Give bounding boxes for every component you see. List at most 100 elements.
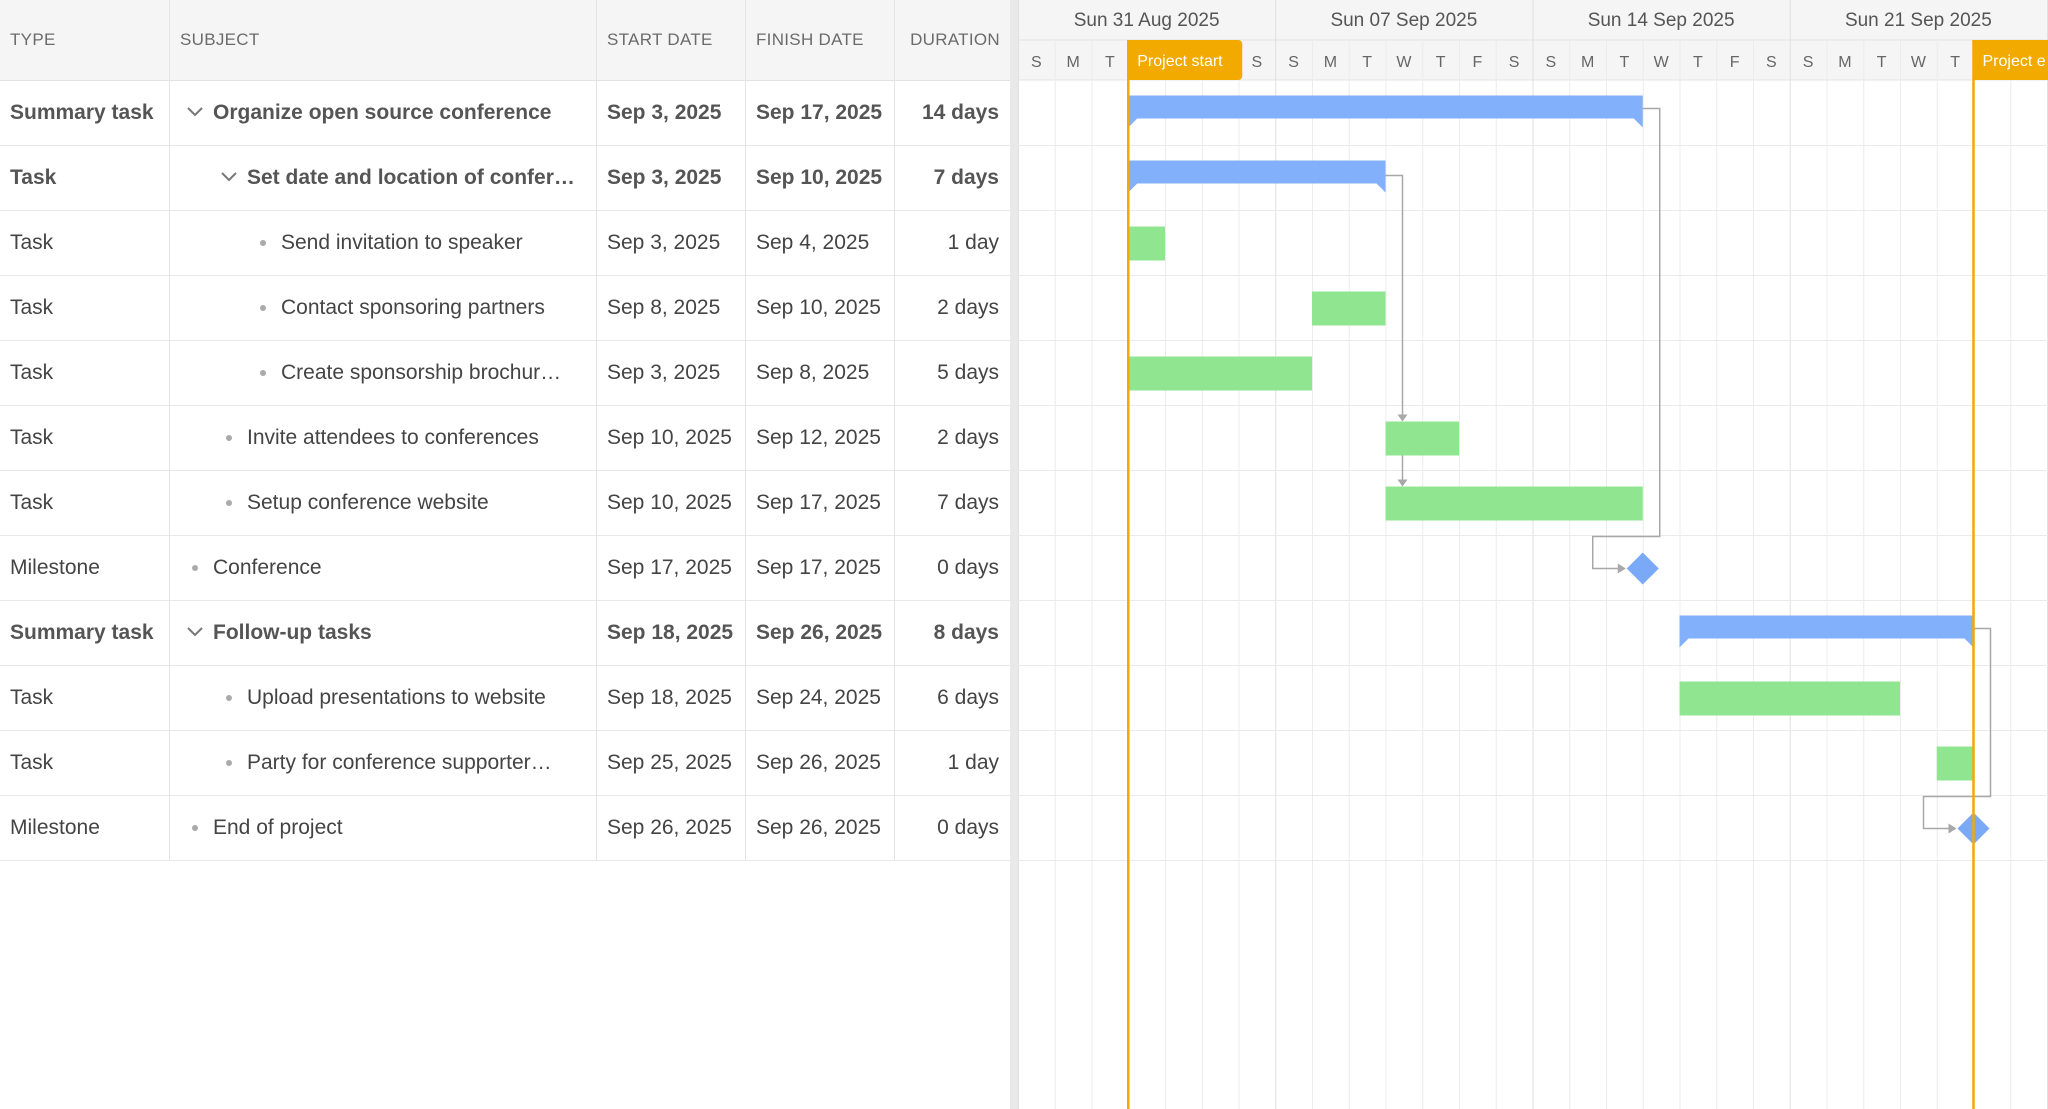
day-label: S	[1509, 54, 1520, 71]
duration-cell: 7 days	[933, 166, 999, 189]
table-row[interactable]: Task Create sponsorship brochur… Sep 3, 20…	[0, 341, 1010, 406]
project-end-flag[interactable]	[1973, 40, 2048, 80]
task-bar[interactable]	[1936, 746, 1974, 781]
day-label: W	[1911, 54, 1927, 71]
subject-label: Setup conference website	[247, 491, 489, 514]
type-cell: Milestone	[0, 536, 170, 601]
type-cell: Task	[0, 341, 170, 406]
start-cell: Sep 10, 2025	[597, 471, 746, 536]
type-cell: Task	[0, 666, 170, 731]
table-row[interactable]: Task Contact sponsoring partners Sep 8, 20…	[0, 276, 1010, 341]
project-start-flag[interactable]	[1128, 40, 1243, 80]
week-label: Sun 21 Sep 2025	[1845, 10, 1992, 31]
day-label: M	[1581, 54, 1594, 71]
subject-cell: Party for conference supporter…	[170, 731, 597, 796]
duration-cell: 0 days	[937, 816, 999, 839]
day-label: T	[1619, 54, 1629, 71]
task-bar[interactable]	[1128, 356, 1312, 391]
project-end-label: Project e	[1983, 53, 2046, 70]
dependency-arrowhead	[1617, 563, 1626, 574]
finish-cell: Sep 26, 2025	[746, 796, 895, 861]
table-row[interactable]: Task Upload presentations to website Sep 1…	[0, 666, 1010, 731]
summary-bar[interactable]	[1679, 615, 1974, 648]
task-bar[interactable]	[1385, 421, 1460, 456]
table-row[interactable]: Milestone Conference Sep 17, 2025 Sep 17, 2…	[0, 536, 1010, 601]
dependency-arrowhead	[1397, 414, 1408, 422]
week-label: Sun 14 Sep 2025	[1588, 10, 1735, 31]
subject-cell: Send invitation to speaker	[170, 211, 597, 276]
table-row[interactable]: Task Set date and location of confer… Sep …	[0, 146, 1010, 211]
start-cell: Sep 18, 2025	[597, 601, 746, 666]
chevron-down-icon[interactable]	[220, 168, 238, 186]
start-cell: Sep 3, 2025	[597, 341, 746, 406]
dependency-line	[1592, 107, 1661, 570]
column-header-subject[interactable]: SUBJECT	[170, 0, 597, 80]
finish-cell: Sep 4, 2025	[746, 211, 895, 276]
subject-label: Send invitation to speaker	[281, 231, 523, 254]
gantt-chart: Sun 31 Aug 2025 Sun 07 Sep 2025 Sun 14 Sep…	[1018, 0, 2048, 1109]
bullet-icon	[226, 500, 232, 506]
type-cell: Task	[0, 211, 170, 276]
table-row[interactable]: Task Invite attendees to conferences Sep 1…	[0, 406, 1010, 471]
day-label: T	[1105, 54, 1115, 71]
type-cell: Task	[0, 146, 170, 211]
grid-header: TYPE SUBJECT START DATE FINISH DATE DURA…	[0, 0, 1010, 81]
start-cell: Sep 3, 2025	[597, 81, 746, 146]
dependency-line	[1385, 174, 1404, 419]
duration-cell: 6 days	[937, 686, 999, 709]
day-label: M	[1066, 54, 1079, 71]
summary-bar[interactable]	[1128, 95, 1643, 128]
dependency-line	[1922, 627, 1992, 830]
table-row[interactable]: Task Send invitation to speaker Sep 3, 202…	[0, 211, 1010, 276]
task-bar[interactable]	[1128, 226, 1165, 261]
day-label: S	[1031, 54, 1042, 71]
start-cell: Sep 17, 2025	[597, 536, 746, 601]
task-bar[interactable]	[1385, 486, 1643, 521]
table-row[interactable]: Task Party for conference supporter… Sep 2…	[0, 731, 1010, 796]
day-label: S	[1288, 54, 1299, 71]
chevron-down-icon[interactable]	[186, 623, 204, 641]
panel-splitter[interactable]	[1010, 0, 1018, 1109]
start-cell: Sep 8, 2025	[597, 276, 746, 341]
bullet-icon	[192, 565, 198, 571]
column-header-type[interactable]: TYPE	[0, 0, 170, 80]
finish-cell: Sep 8, 2025	[746, 341, 895, 406]
day-label: T	[1362, 54, 1372, 71]
chevron-down-icon[interactable]	[186, 103, 204, 121]
duration-cell: 8 days	[933, 621, 999, 644]
column-header-duration[interactable]: DURATION	[910, 30, 1000, 49]
finish-cell: Sep 26, 2025	[746, 731, 895, 796]
milestone-marker[interactable]	[1626, 552, 1659, 585]
table-row[interactable]: Summary task Organize open source confere…	[0, 81, 1010, 146]
bullet-icon	[226, 760, 232, 766]
table-row[interactable]: Milestone End of project Sep 26, 2025 Sep 2…	[0, 796, 1010, 861]
task-bar[interactable]	[1679, 681, 1901, 716]
finish-cell: Sep 10, 2025	[746, 276, 895, 341]
summary-bar[interactable]	[1128, 160, 1386, 193]
subject-label: Follow-up tasks	[213, 621, 372, 644]
finish-cell: Sep 26, 2025	[746, 601, 895, 666]
table-row[interactable]: Task Setup conference website Sep 10, 2025…	[0, 471, 1010, 536]
duration-cell: 0 days	[937, 556, 999, 579]
start-cell: Sep 26, 2025	[597, 796, 746, 861]
type-cell: Milestone	[0, 796, 170, 861]
column-header-start-date[interactable]: START DATE	[597, 0, 746, 80]
subject-label: Party for conference supporter…	[247, 751, 552, 774]
subject-cell: End of project	[170, 796, 597, 861]
week-label: Sun 07 Sep 2025	[1330, 10, 1477, 31]
type-cell: Task	[0, 731, 170, 796]
finish-cell: Sep 17, 2025	[746, 536, 895, 601]
subject-cell: Organize open source conference	[170, 81, 597, 146]
type-cell: Task	[0, 471, 170, 536]
task-bar[interactable]	[1312, 291, 1386, 326]
table-row[interactable]: Summary task Follow-up tasks Sep 18, 2025 S…	[0, 601, 1010, 666]
bullet-icon	[226, 435, 232, 441]
start-cell: Sep 3, 2025	[597, 211, 746, 276]
subject-cell: Upload presentations to website	[170, 666, 597, 731]
column-header-finish-date[interactable]: FINISH DATE	[746, 0, 895, 80]
day-label: T	[1693, 54, 1703, 71]
day-label: T	[1950, 54, 1960, 71]
day-label: W	[1654, 54, 1670, 71]
bullet-icon	[260, 240, 266, 246]
